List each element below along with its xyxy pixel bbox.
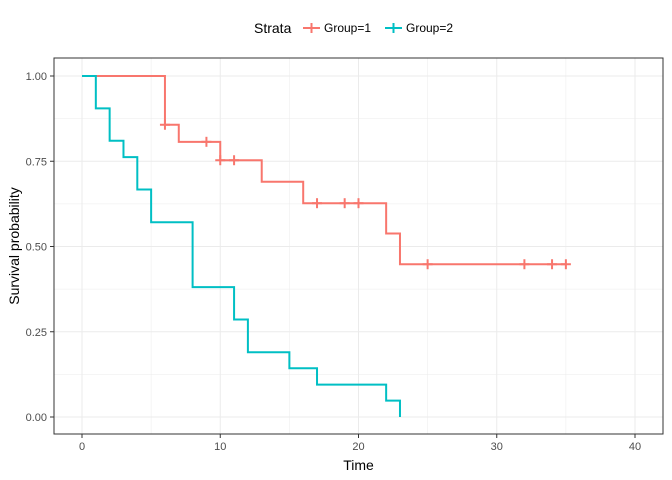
y-tick-label: 0.75 (26, 156, 47, 168)
censor-mark (422, 259, 433, 270)
legend-title: Strata (254, 20, 292, 36)
censor-mark (339, 198, 350, 209)
censor-mark (519, 259, 530, 270)
y-tick-label: 0.00 (26, 412, 47, 424)
censor-mark (229, 155, 240, 166)
series-group-2 (82, 75, 401, 417)
censor-mark (215, 155, 226, 166)
series-layer (82, 75, 571, 417)
y-tick-label: 1.00 (26, 71, 47, 83)
x-tick-label: 0 (79, 441, 85, 453)
x-axis: 0 10 20 30 40 (79, 434, 641, 453)
legend: Strata Group=1 Group=2 (254, 20, 453, 36)
censor-mark (312, 198, 323, 209)
x-tick-label: 30 (491, 441, 503, 453)
censor-mark (353, 198, 364, 209)
legend-key-1 (303, 23, 320, 33)
legend-item-1: Group=1 (303, 21, 371, 35)
x-tick-label: 10 (214, 441, 226, 453)
series-group-1 (82, 75, 571, 270)
y-tick-label: 0.25 (26, 327, 47, 339)
x-axis-title: Time (343, 457, 374, 473)
series-line-2 (82, 75, 401, 417)
legend-items: Group=1 Group=2 (303, 21, 453, 35)
legend-key-2 (385, 23, 402, 33)
legend-label-2: Group=2 (406, 21, 453, 35)
legend-label-1: Group=1 (324, 21, 371, 35)
censor-mark (547, 259, 558, 270)
plot-area (53, 57, 664, 435)
legend-item-2: Group=2 (385, 21, 453, 35)
series-line-1 (82, 75, 566, 266)
censor-mark (159, 119, 170, 130)
y-axis-title: Survival probability (6, 187, 22, 305)
y-axis: 0.00 0.25 0.50 0.75 1.00 (26, 71, 54, 424)
x-tick-label: 20 (352, 441, 364, 453)
y-tick-label: 0.50 (26, 242, 47, 254)
censor-mark (560, 259, 571, 270)
x-tick-label: 40 (629, 441, 641, 453)
censor-mark (201, 136, 212, 147)
